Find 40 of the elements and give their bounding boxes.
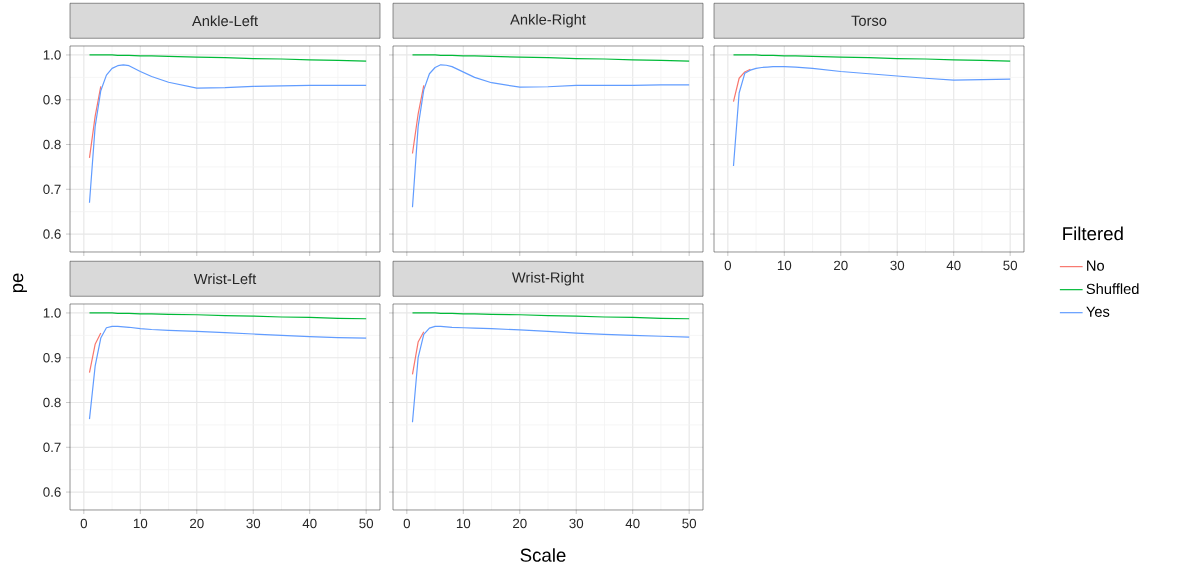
y-tick-label: 0.7: [43, 442, 61, 453]
x-tick-label: 50: [359, 518, 374, 529]
y-axis-title: pe: [13, 273, 27, 293]
y-tick-label: 1.0: [43, 50, 61, 60]
x-tick-label: 10: [777, 260, 792, 271]
chart-title: Ankle-Left: [192, 15, 258, 27]
x-tick-label: 40: [302, 518, 317, 529]
x-tick-label: 40: [625, 518, 640, 529]
y-tick-label: 0.8: [43, 139, 61, 150]
y-tick-label: 0.6: [43, 487, 61, 497]
x-tick-label: 10: [456, 518, 471, 529]
x-tick-label: 20: [513, 518, 527, 529]
x-tick-label: 0: [724, 260, 732, 271]
y-tick-label: 1.0: [43, 308, 61, 318]
x-tick-label: 20: [190, 518, 204, 529]
x-tick-label: 40: [946, 260, 961, 271]
line-series: [88, 325, 367, 420]
x-tick-label: 50: [682, 518, 697, 529]
chart-title: Wrist-Right: [511, 271, 585, 286]
chart-title: Wrist-Left: [193, 273, 257, 285]
x-tick-label: 30: [890, 260, 905, 271]
chart-title: Torso: [851, 15, 887, 26]
x-tick-label: 50: [1003, 260, 1018, 271]
x-tick-label: 0: [403, 518, 411, 529]
y-tick-label: 0.7: [43, 184, 61, 195]
y-tick-label: 0.8: [43, 397, 61, 408]
y-tick-label: 0.9: [43, 353, 61, 363]
x-tick-label: 30: [569, 518, 584, 529]
legend-label: Yes: [1086, 306, 1110, 317]
x-tick-label: 20: [834, 260, 848, 271]
legend-label: Shuffled: [1086, 283, 1139, 295]
legend-label: No: [1087, 260, 1105, 271]
x-axis-title: Scale: [520, 548, 566, 562]
y-tick-label: 0.6: [43, 229, 61, 239]
x-tick-label: 30: [246, 518, 261, 529]
x-tick-label: 10: [133, 518, 148, 529]
chart-title: Ankle-Right: [510, 13, 586, 28]
x-tick-label: 0: [80, 518, 88, 529]
y-tick-label: 0.9: [43, 95, 61, 105]
legend-title: Filtered: [1063, 226, 1123, 241]
